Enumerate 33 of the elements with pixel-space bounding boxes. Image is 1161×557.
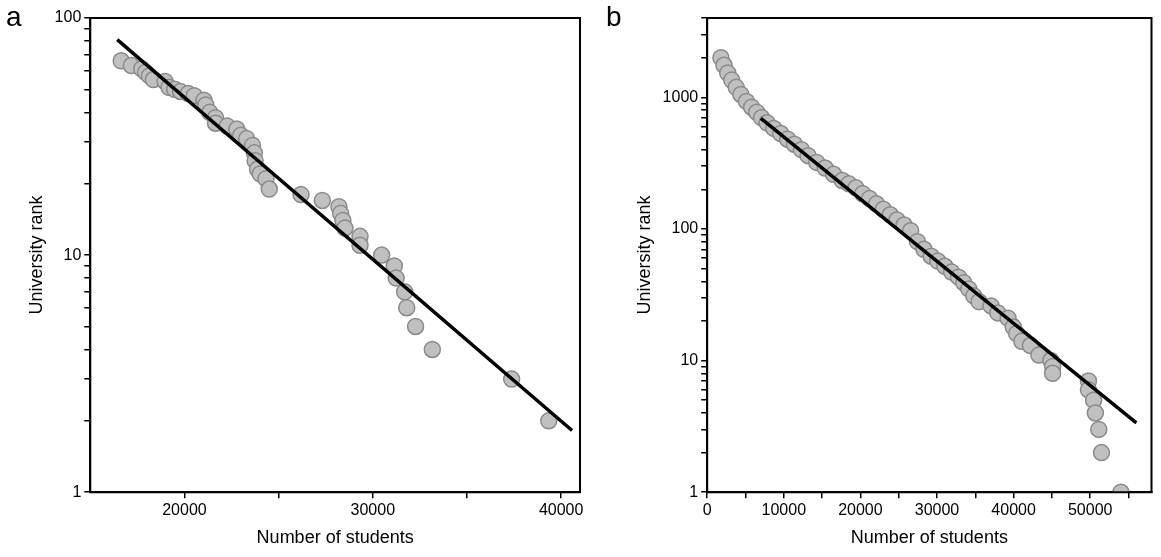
y-tick-label: 100 — [54, 8, 82, 26]
point — [1043, 364, 1062, 383]
x-tick-label: 20000 — [162, 501, 207, 519]
x-tick-label: 20000 — [838, 501, 883, 519]
x-tick-label: 50000 — [1067, 501, 1113, 519]
point — [1086, 404, 1105, 422]
point — [539, 412, 558, 430]
y-tick-label: 100 — [671, 219, 699, 237]
point — [313, 191, 332, 210]
point — [260, 180, 278, 198]
text: b — [606, 0, 622, 32]
text: a — [6, 0, 22, 32]
point — [372, 246, 391, 264]
point — [1092, 443, 1111, 462]
y-tick-label: 10 — [63, 245, 82, 263]
x-tick-label: 0 — [702, 501, 712, 519]
y-tick-label: 1 — [72, 482, 82, 500]
point — [423, 340, 442, 359]
point — [1090, 420, 1108, 439]
y-tick-label: 10 — [680, 350, 699, 368]
y-axis-title: University rank — [633, 194, 654, 315]
x-tick-label: 10000 — [761, 501, 807, 519]
x-tick-label: 30000 — [914, 501, 960, 519]
point — [397, 298, 416, 317]
x-tick-label: 30000 — [350, 501, 396, 519]
point — [406, 317, 425, 336]
x-tick-label: 40000 — [538, 501, 584, 519]
y-axis-title: University rank — [25, 194, 46, 315]
y-tick-label: 1 — [689, 482, 699, 500]
x-axis-title: Number of students — [850, 527, 1008, 548]
y-tick-label: 1000 — [662, 87, 699, 105]
x-tick-label: 40000 — [991, 501, 1036, 519]
x-axis-title: Number of students — [256, 527, 414, 548]
